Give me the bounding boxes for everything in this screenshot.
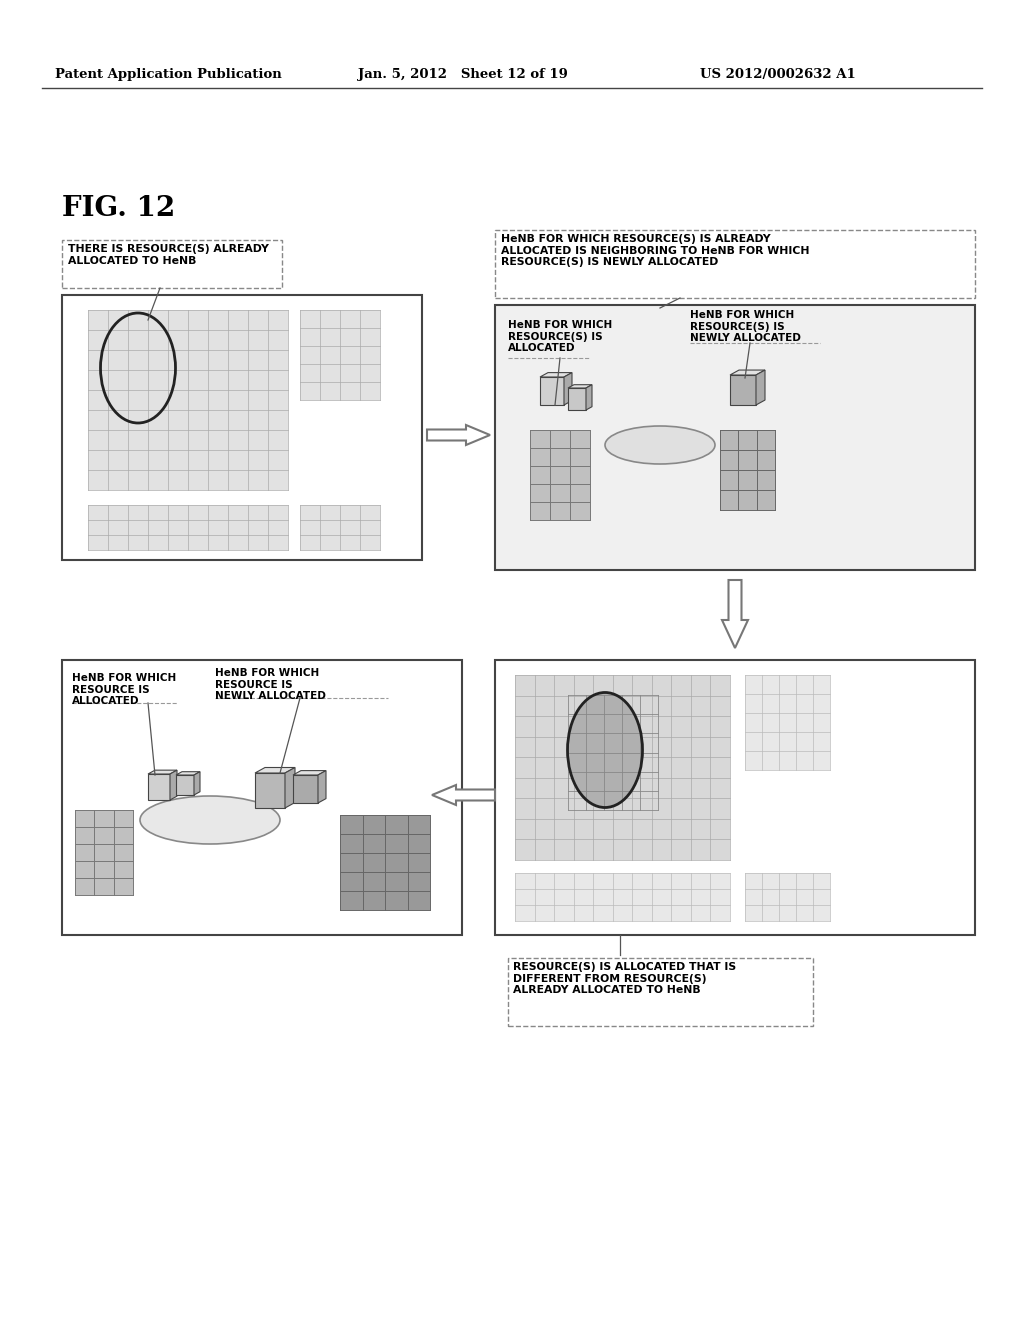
Text: HeNB FOR WHICH
RESOURCE IS
NEWLY ALLOCATED: HeNB FOR WHICH RESOURCE IS NEWLY ALLOCAT… xyxy=(215,668,326,701)
Bar xyxy=(515,873,730,921)
Polygon shape xyxy=(540,372,572,378)
Polygon shape xyxy=(730,370,765,375)
Polygon shape xyxy=(194,772,200,795)
Bar xyxy=(176,775,194,795)
Bar xyxy=(62,660,462,935)
Bar xyxy=(148,774,170,800)
Ellipse shape xyxy=(605,426,715,465)
Polygon shape xyxy=(586,384,592,411)
Text: HeNB FOR WHICH
RESOURCE(S) IS
NEWLY ALLOCATED: HeNB FOR WHICH RESOURCE(S) IS NEWLY ALLO… xyxy=(690,310,801,343)
Text: HeNB FOR WHICH
RESOURCE(S) IS
ALLOCATED: HeNB FOR WHICH RESOURCE(S) IS ALLOCATED xyxy=(508,319,612,354)
Bar xyxy=(508,958,813,1026)
Bar xyxy=(530,430,590,520)
Polygon shape xyxy=(756,370,765,405)
Polygon shape xyxy=(285,767,295,808)
Bar xyxy=(745,675,830,770)
Bar xyxy=(495,230,975,298)
Text: THERE IS RESOURCE(S) ALREADY
ALLOCATED TO HeNB: THERE IS RESOURCE(S) ALREADY ALLOCATED T… xyxy=(68,244,269,265)
Polygon shape xyxy=(722,579,748,648)
Bar xyxy=(62,240,282,288)
Bar xyxy=(293,775,318,803)
Bar xyxy=(340,814,430,909)
Bar xyxy=(495,305,975,570)
Text: Patent Application Publication: Patent Application Publication xyxy=(55,69,282,81)
Polygon shape xyxy=(148,770,177,774)
Bar xyxy=(255,774,285,808)
Polygon shape xyxy=(293,771,326,775)
Text: HeNB FOR WHICH
RESOURCE IS
ALLOCATED: HeNB FOR WHICH RESOURCE IS ALLOCATED xyxy=(72,673,176,706)
Text: Jan. 5, 2012   Sheet 12 of 19: Jan. 5, 2012 Sheet 12 of 19 xyxy=(358,69,568,81)
Bar xyxy=(300,310,380,400)
Text: RESOURCE(S) IS ALLOCATED THAT IS
DIFFERENT FROM RESOURCE(S)
ALREADY ALLOCATED TO: RESOURCE(S) IS ALLOCATED THAT IS DIFFERE… xyxy=(513,962,736,995)
Polygon shape xyxy=(176,772,200,775)
Bar xyxy=(515,675,730,861)
Bar xyxy=(62,294,422,560)
Bar xyxy=(745,873,830,921)
Bar xyxy=(300,506,380,550)
Text: FIG. 12: FIG. 12 xyxy=(62,195,175,222)
Bar xyxy=(88,310,288,490)
Polygon shape xyxy=(568,384,592,388)
Bar xyxy=(88,506,288,550)
Polygon shape xyxy=(318,771,326,803)
Text: HeNB FOR WHICH RESOURCE(S) IS ALREADY
ALLOCATED IS NEIGHBORING TO HeNB FOR WHICH: HeNB FOR WHICH RESOURCE(S) IS ALREADY AL… xyxy=(501,234,810,267)
Text: US 2012/0002632 A1: US 2012/0002632 A1 xyxy=(700,69,856,81)
Polygon shape xyxy=(564,372,572,405)
Bar xyxy=(75,810,133,895)
Polygon shape xyxy=(170,770,177,800)
Ellipse shape xyxy=(567,693,642,808)
Bar xyxy=(568,696,658,810)
Bar xyxy=(730,375,756,405)
Bar xyxy=(495,660,975,935)
Bar xyxy=(540,378,564,405)
Bar xyxy=(568,388,586,411)
Bar xyxy=(720,430,775,510)
Polygon shape xyxy=(255,767,295,774)
Polygon shape xyxy=(432,785,495,805)
Polygon shape xyxy=(427,425,490,445)
Ellipse shape xyxy=(140,796,280,843)
